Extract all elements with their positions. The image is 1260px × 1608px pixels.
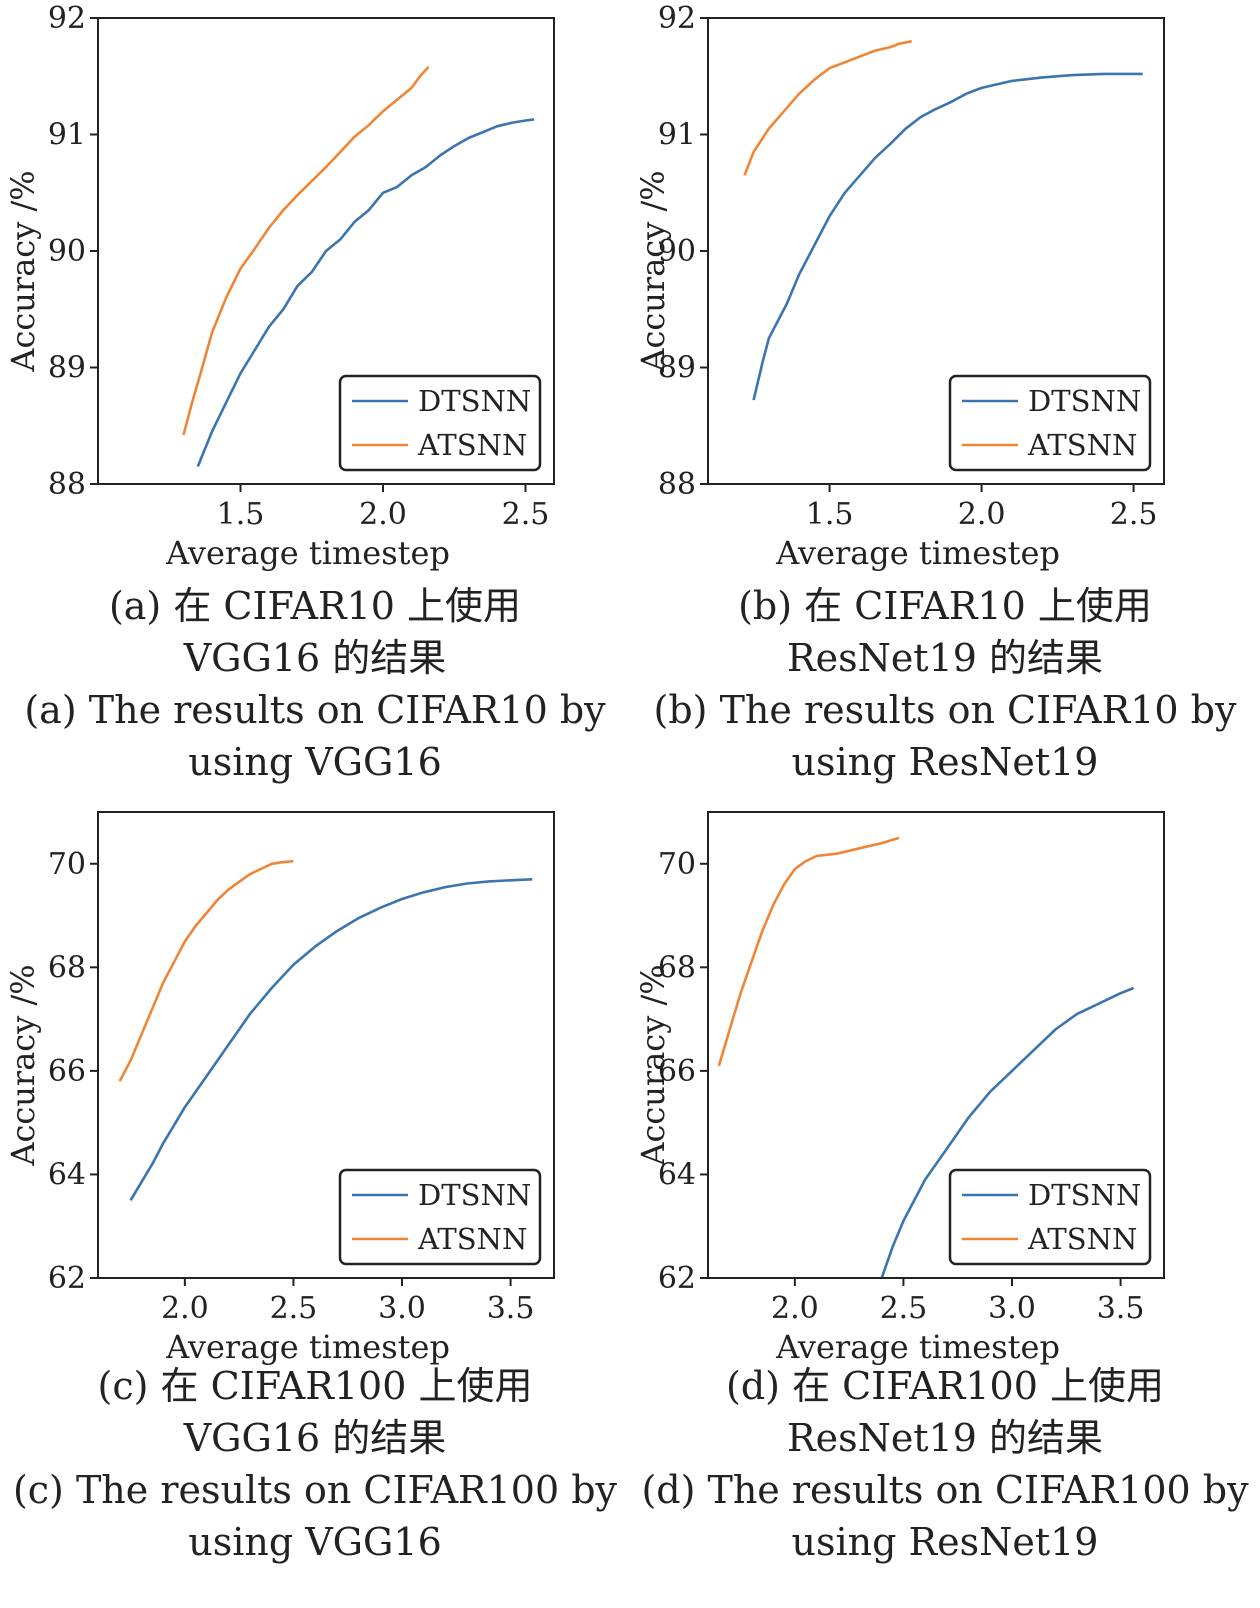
plot-frame-d: [707, 811, 1165, 1279]
y-tick-label-d: 64: [658, 1157, 696, 1192]
x-tick-label-d: 2.0: [771, 1291, 819, 1326]
legend-box-b: [948, 374, 1152, 472]
y-tick-label-d: 68: [658, 950, 696, 985]
y-tick-label-b: 91: [658, 118, 696, 153]
caption-en-c-line1: (c) The results on CIFAR100 by: [12, 1468, 618, 1512]
x-tick-label-d: 3.0: [988, 1291, 1036, 1326]
x-tick-label-b: 2.0: [958, 497, 1006, 532]
chart-c: 2.0 2.5 3.0 3.5 62 64 66 68 70 Average timestep Ac…: [4, 811, 555, 1366]
legend-label-dtsnn-b: DTSNN: [1028, 384, 1141, 418]
caption-zh-b-line2: ResNet19 的结果: [786, 636, 1104, 680]
caption-en-b-line1: (b) The results on CIFAR10 by: [653, 688, 1237, 732]
y-axis-label-d: Accuracy /%: [634, 964, 672, 1166]
y-tick-label-c: 70: [48, 847, 86, 882]
chart-b: 1.5 2.0 2.5 88 89 90 91 92 Average timestep Accur…: [634, 1, 1165, 572]
y-tick-label-c: 64: [48, 1157, 86, 1192]
chart-a: 1.5 2.0 2.5 88 89 90 91 92 Average timestep Accur…: [4, 1, 555, 572]
series-line-dtsnn-a: [196, 118, 535, 467]
y-tick-label-c: 68: [48, 950, 86, 985]
caption-zh-b-line1: (b) 在 CIFAR10 上使用: [738, 584, 1152, 628]
x-axis-label-b: Average timestep: [775, 534, 1060, 572]
x-tick-label-c: 2.5: [270, 1291, 318, 1326]
caption-zh-a-line1: (a) 在 CIFAR10 上使用: [108, 584, 522, 628]
chart-panel-b: 1.5 2.0 2.5 88 89 90 91 92 Average timestep Accur…: [630, 0, 1260, 804]
x-tick-label-b: 2.5: [1110, 497, 1158, 532]
series-line-dtsnn-d: [880, 986, 1135, 1278]
legend-label-atsnn-b: ATSNN: [1027, 428, 1137, 462]
chart-panel-a: 1.5 2.0 2.5 88 89 90 91 92 Average timestep Accur…: [0, 0, 630, 804]
series-line-dtsnn-c: [129, 878, 533, 1201]
caption-en-a-line2: using VGG16: [188, 740, 442, 784]
chart-panel-d: 2.0 2.5 3.0 3.5 62 64 66 68 70 Average timestep Ac…: [630, 804, 1260, 1608]
series-line-atsnn-c: [118, 859, 294, 1082]
caption-zh-d-line1: (d) 在 CIFAR100 上使用: [726, 1364, 1164, 1408]
x-axis-label-c: Average timestep: [165, 1328, 450, 1366]
x-axis-label-d: Average timestep: [775, 1328, 1060, 1366]
y-tick-label-d: 70: [658, 847, 696, 882]
y-tick-label-b: 88: [658, 467, 696, 502]
x-tick-label-d: 3.5: [1097, 1291, 1145, 1326]
series-line-atsnn-a: [182, 66, 430, 436]
caption-zh-a-line2: VGG16 的结果: [183, 636, 447, 680]
y-tick-label-d: 66: [658, 1054, 696, 1089]
x-tick-label-d: 2.5: [880, 1291, 928, 1326]
chart-d: 2.0 2.5 3.0 3.5 62 64 66 68 70 Average timestep Ac…: [634, 811, 1165, 1366]
legend-box-c: [338, 1168, 542, 1266]
plot-frame-c: [97, 811, 555, 1279]
caption-zh-c-line1: (c) 在 CIFAR100 上使用: [97, 1364, 533, 1408]
caption-en-b-line2: using ResNet19: [791, 740, 1099, 784]
series-line-atsnn-b: [743, 40, 912, 176]
x-tick-label-a: 2.0: [359, 497, 407, 532]
legend-label-dtsnn-c: DTSNN: [418, 1178, 531, 1212]
series-line-atsnn-d: [717, 836, 900, 1067]
legend-label-dtsnn-a: DTSNN: [418, 384, 531, 418]
y-tick-label-b: 89: [658, 351, 696, 386]
series-line-dtsnn-b: [752, 72, 1143, 401]
y-tick-label-a: 92: [48, 1, 86, 36]
legend-label-atsnn-c: ATSNN: [417, 1222, 527, 1256]
legend-label-atsnn-d: ATSNN: [1027, 1222, 1137, 1256]
legend-box-d: [948, 1168, 1152, 1266]
caption-en-d-line2: using ResNet19: [791, 1520, 1099, 1564]
caption-en-a-line1: (a) The results on CIFAR10 by: [24, 688, 606, 732]
y-axis-label-a: Accuracy /%: [4, 170, 42, 372]
legend-label-dtsnn-d: DTSNN: [1028, 1178, 1141, 1212]
caption-zh-d-line2: ResNet19 的结果: [786, 1416, 1104, 1460]
legend-label-atsnn-a: ATSNN: [417, 428, 527, 462]
y-tick-label-a: 90: [48, 234, 86, 269]
y-tick-label-a: 88: [48, 467, 86, 502]
y-tick-label-c: 66: [48, 1054, 86, 1089]
y-tick-label-a: 89: [48, 351, 86, 386]
caption-zh-c-line2: VGG16 的结果: [183, 1416, 447, 1460]
x-tick-label-c: 3.0: [378, 1291, 426, 1326]
x-tick-label-c: 2.0: [161, 1291, 209, 1326]
caption-en-c-line2: using VGG16: [188, 1520, 442, 1564]
x-tick-label-a: 1.5: [217, 497, 265, 532]
y-tick-label-b: 92: [658, 1, 696, 36]
x-axis-label-a: Average timestep: [165, 534, 450, 572]
legend-box-a: [338, 374, 542, 472]
caption-en-d-line1: (d) The results on CIFAR100 by: [641, 1468, 1249, 1512]
chart-panel-c: 2.0 2.5 3.0 3.5 62 64 66 68 70 Average timestep Ac…: [0, 804, 630, 1608]
x-tick-label-b: 1.5: [806, 497, 854, 532]
y-tick-label-a: 91: [48, 118, 86, 153]
y-tick-label-b: 90: [658, 234, 696, 269]
x-tick-label-a: 2.5: [502, 497, 550, 532]
y-axis-label-c: Accuracy /%: [4, 964, 42, 1166]
x-tick-label-c: 3.5: [487, 1291, 535, 1326]
y-axis-label-b: Accuracy /%: [634, 170, 672, 372]
y-tick-label-c: 62: [48, 1261, 86, 1296]
y-tick-label-d: 62: [658, 1261, 696, 1296]
